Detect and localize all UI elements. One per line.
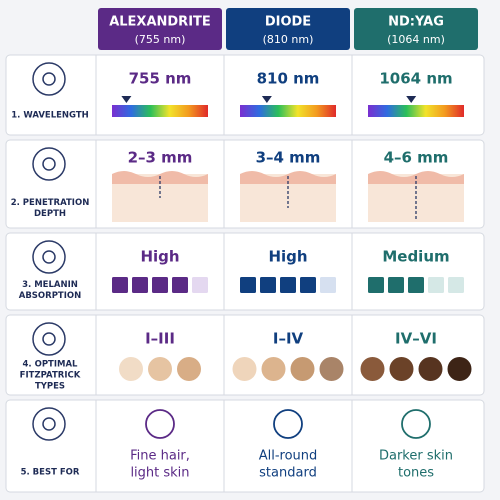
row-icon-inner <box>42 332 56 346</box>
level-square <box>368 277 384 293</box>
cell-value: 810 nm <box>257 70 320 88</box>
level-square <box>280 277 296 293</box>
row-icon <box>32 407 66 441</box>
row-icon-inner <box>42 417 56 431</box>
row-box <box>5 399 485 493</box>
row-icon <box>32 240 66 274</box>
row-icon-inner <box>42 250 56 264</box>
level-square <box>112 277 128 293</box>
row-label: DEPTH <box>34 209 66 219</box>
skin-swatch <box>261 357 286 381</box>
column-subtitle: (1064 nm) <box>387 33 445 46</box>
column-subtitle: (810 nm) <box>263 33 314 46</box>
skin-swatch <box>389 357 414 381</box>
level-square <box>152 277 168 293</box>
row-label: 5. BEST FOR <box>21 468 80 478</box>
wavelength-marker <box>121 96 132 103</box>
level-square <box>260 277 276 293</box>
column-name: ND:YAG <box>388 15 444 30</box>
row-icon <box>32 62 66 96</box>
skin-swatch <box>418 357 443 381</box>
column-header <box>98 8 222 50</box>
cell-value: I–III <box>145 330 175 348</box>
skin-swatch <box>148 357 172 381</box>
cell-value: IV–VI <box>395 330 437 348</box>
level-square <box>192 277 208 293</box>
cell-text: Fine hair, <box>130 449 190 464</box>
cell-value: Medium <box>382 248 449 266</box>
row-icon <box>32 147 66 181</box>
cell-text: standard <box>259 466 317 481</box>
cell-value: High <box>268 248 307 266</box>
level-square <box>320 277 336 293</box>
cell-text: light skin <box>130 466 189 481</box>
row-label: 4. OPTIMAL <box>23 360 79 370</box>
skin-swatch <box>119 357 143 381</box>
skin-swatch <box>177 357 201 381</box>
column-name: DIODE <box>265 15 311 30</box>
column-subtitle: (755 nm) <box>135 33 186 46</box>
level-square <box>388 277 404 293</box>
row-label: ABSORPTION <box>19 291 81 301</box>
spectrum-bar <box>240 105 336 117</box>
row-box <box>5 54 485 136</box>
column-header <box>354 8 478 50</box>
cell-text: All-round <box>259 449 318 464</box>
row-icon <box>32 322 66 356</box>
level-square <box>408 277 424 293</box>
row-label: 2. PENETRATION <box>11 198 90 208</box>
row-label: 3. MELANIN <box>22 280 78 290</box>
row-label: FITZPATRICK <box>20 371 81 381</box>
level-square <box>300 277 316 293</box>
skin-swatch <box>360 357 385 381</box>
level-square <box>172 277 188 293</box>
spectrum-bar <box>368 105 464 117</box>
row-label: TYPES <box>35 382 65 392</box>
level-square <box>132 277 148 293</box>
cell-text: Darker skin <box>379 449 453 464</box>
skin-swatch <box>290 357 315 381</box>
level-square <box>448 277 464 293</box>
wavelength-marker <box>406 96 417 103</box>
skin-swatch <box>447 357 472 381</box>
best-for-icon <box>145 409 175 439</box>
cell-value: I–IV <box>273 330 304 348</box>
level-square <box>240 277 256 293</box>
wavelength-marker <box>261 96 272 103</box>
cell-value: 2–3 mm <box>128 149 193 167</box>
cell-value: 1064 nm <box>379 70 452 88</box>
column-name: ALEXANDRITE <box>109 15 211 30</box>
row-icon-inner <box>42 157 56 171</box>
cell-value: 755 nm <box>129 70 192 88</box>
cell-value: High <box>140 248 179 266</box>
best-for-icon <box>273 409 303 439</box>
spectrum-bar <box>112 105 208 117</box>
skin-swatch <box>319 357 344 381</box>
cell-value: 3–4 mm <box>256 149 321 167</box>
best-for-icon <box>401 409 431 439</box>
level-square <box>428 277 444 293</box>
column-header <box>226 8 350 50</box>
cell-text: tones <box>398 466 434 481</box>
row-label: 1. WAVELENGTH <box>11 111 89 121</box>
row-box <box>5 314 485 396</box>
row-icon-inner <box>42 72 56 86</box>
cell-value: 4–6 mm <box>384 149 449 167</box>
skin-swatch <box>232 357 257 381</box>
